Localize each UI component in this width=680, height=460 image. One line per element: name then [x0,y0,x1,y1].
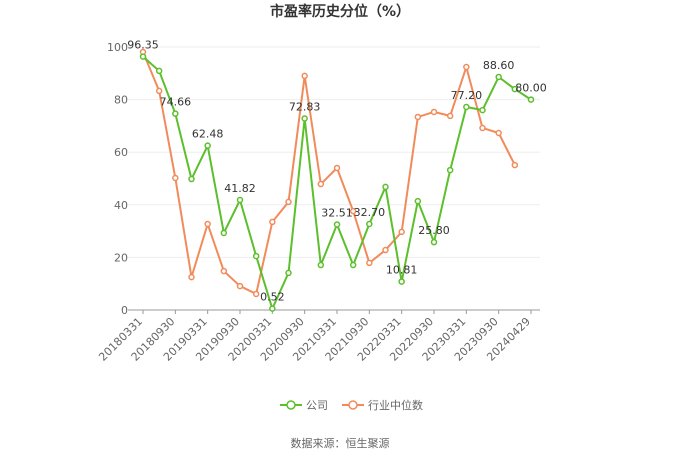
point [139,53,147,60]
point [495,73,502,81]
point [463,103,470,111]
point [188,175,195,183]
point [155,87,163,95]
data-label: 0.52 [260,291,285,304]
point [269,218,276,226]
point [366,220,373,228]
data-label: 25.80 [418,224,450,237]
point [382,246,389,254]
point [479,124,486,132]
legend-item[interactable]: 公司 [280,399,328,412]
data-label: 32.51 [321,206,353,219]
data-label: 77.20 [451,89,483,102]
legend-item[interactable]: 行业中位数 [342,398,423,412]
point [333,221,341,228]
point [220,229,228,237]
point [398,278,405,285]
data-label: 41.82 [224,182,256,195]
data-label: 80.00 [515,82,547,95]
point [333,164,341,172]
point [188,273,195,281]
chart-title: 市盈率历史分位（%） [270,3,410,20]
point [172,174,179,182]
y-tick-label: 0 [121,304,128,317]
point [527,96,535,103]
point [398,228,405,236]
data-label: 88.60 [483,59,515,72]
y-tick-label: 20 [114,251,128,264]
point [172,110,179,117]
point [317,261,325,269]
legend-marker [348,400,358,410]
point [220,267,228,275]
point [204,142,211,149]
point [414,197,422,205]
point [446,112,454,120]
point [204,220,211,228]
point [430,108,438,116]
data-label: 74.66 [160,96,192,109]
point [349,261,357,269]
point [301,72,308,80]
y-tick-label: 60 [114,146,128,159]
legend-label: 行业中位数 [368,398,423,412]
point [301,115,308,122]
data-label: 62.48 [192,128,224,141]
point [285,269,292,277]
y-tick-label: 40 [114,199,128,212]
point [155,67,163,75]
point [317,180,325,188]
point [349,207,357,215]
y-tick-label: 80 [114,94,128,107]
point [269,305,276,312]
point [511,85,519,93]
point [252,290,260,298]
data-label: 96.35 [127,39,159,52]
point [511,161,519,169]
data-label: 72.83 [289,100,321,113]
source-note: 数据来源：恒生聚源 [291,436,390,450]
point [495,129,502,137]
point [479,106,486,114]
point [430,238,438,246]
point [236,282,244,290]
y-tick-label: 100 [107,41,128,54]
legend-marker [286,400,296,410]
series-line [142,51,516,296]
data-label: 10.81 [386,264,418,277]
point [236,196,244,204]
point [446,166,454,174]
point [285,198,292,206]
point [252,252,260,260]
point [414,113,422,121]
point [366,259,373,267]
legend-label: 公司 [306,399,328,412]
point [463,63,470,71]
data-label: 32.70 [354,206,386,219]
point [382,183,389,191]
